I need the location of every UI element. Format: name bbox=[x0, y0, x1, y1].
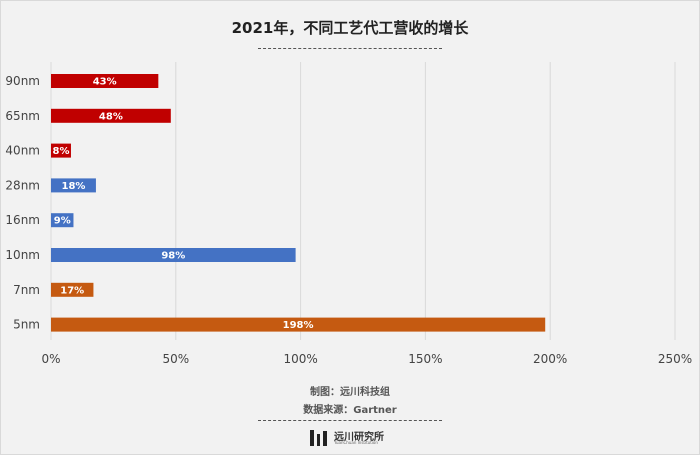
data-label: 48% bbox=[99, 111, 123, 122]
category-label: 5nm bbox=[13, 318, 40, 332]
category-label: 28nm bbox=[5, 178, 40, 192]
data-label: 43% bbox=[93, 77, 117, 88]
data-label: 98% bbox=[161, 251, 185, 262]
category-label: 7nm bbox=[13, 283, 40, 297]
data-label: 18% bbox=[61, 181, 85, 192]
data-label: 17% bbox=[60, 285, 84, 296]
category-label: 90nm bbox=[5, 74, 40, 88]
credit-source: 数据来源：Gartner bbox=[303, 405, 397, 416]
logo: 远川研究所 YuanChuan Institution bbox=[310, 428, 400, 448]
bar bbox=[51, 74, 159, 88]
data-label: 8% bbox=[52, 146, 69, 157]
x-tick-label: 200% bbox=[533, 352, 567, 366]
x-tick-label: 0% bbox=[41, 352, 60, 366]
bar bbox=[51, 248, 296, 262]
footer-divider bbox=[258, 420, 442, 421]
title-divider bbox=[258, 48, 442, 49]
x-tick-label: 150% bbox=[408, 352, 442, 366]
data-label: 198% bbox=[283, 320, 314, 331]
x-tick-label: 50% bbox=[162, 352, 189, 366]
category-label: 40nm bbox=[5, 144, 40, 158]
credit-made-by: 制图：远川科技组 bbox=[310, 387, 390, 398]
data-label: 9% bbox=[54, 216, 71, 227]
category-label: 16nm bbox=[5, 213, 40, 227]
bar bbox=[51, 143, 71, 158]
bar bbox=[51, 317, 546, 332]
x-tick-label: 250% bbox=[658, 352, 692, 366]
bar bbox=[51, 282, 94, 297]
x-tick-label: 100% bbox=[283, 352, 317, 366]
logo-name: 远川研究所 bbox=[334, 432, 384, 443]
category-label: 65nm bbox=[5, 109, 40, 123]
chart-title: 2021年，不同工艺代工营收的增长 bbox=[231, 19, 469, 37]
bars-logo-icon bbox=[310, 430, 327, 446]
bar bbox=[51, 108, 171, 123]
bar bbox=[51, 178, 96, 193]
logo-subtitle: YuanChuan Institution bbox=[334, 440, 378, 445]
bar bbox=[51, 213, 74, 228]
category-label: 10nm bbox=[5, 248, 40, 262]
